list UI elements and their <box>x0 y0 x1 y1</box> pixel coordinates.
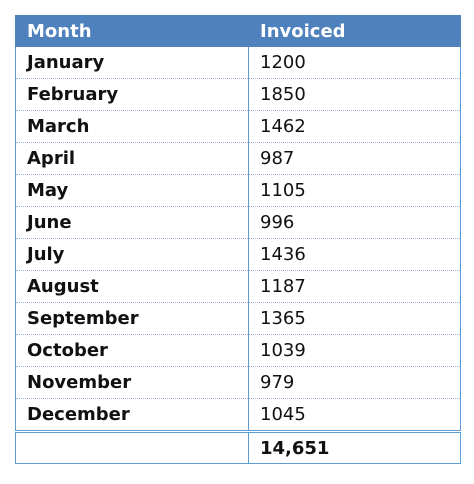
table-row: November 979 <box>15 366 461 399</box>
table-row: February 1850 <box>15 78 461 111</box>
total-label-cell <box>15 431 249 464</box>
month-cell: February <box>15 78 249 111</box>
table-row: June 996 <box>15 206 461 239</box>
table-row: October 1039 <box>15 334 461 367</box>
header-invoiced: Invoiced <box>248 15 461 47</box>
invoiced-cell: 1045 <box>248 398 461 433</box>
invoiced-cell: 979 <box>248 366 461 399</box>
invoiced-cell: 996 <box>248 206 461 239</box>
month-cell: August <box>15 270 249 303</box>
month-cell: March <box>15 110 249 143</box>
month-cell: November <box>15 366 249 399</box>
month-cell: January <box>15 46 249 79</box>
table-row: September 1365 <box>15 302 461 335</box>
month-cell: September <box>15 302 249 335</box>
table-row: January 1200 <box>15 46 461 79</box>
invoiced-cell: 1365 <box>248 302 461 335</box>
table-row: December 1045 <box>15 398 461 433</box>
table-row: August 1187 <box>15 270 461 303</box>
month-cell: April <box>15 142 249 175</box>
invoiced-cell: 1187 <box>248 270 461 303</box>
invoice-table-container: Month Invoiced January 1200 February 185… <box>15 15 461 464</box>
invoiced-cell: 987 <box>248 142 461 175</box>
invoiced-cell: 1850 <box>248 78 461 111</box>
table-row: May 1105 <box>15 174 461 207</box>
invoiced-cell: 1436 <box>248 238 461 271</box>
invoiced-cell: 1200 <box>248 46 461 79</box>
table-row: March 1462 <box>15 110 461 143</box>
month-cell: October <box>15 334 249 367</box>
total-value-cell: 14,651 <box>248 431 461 464</box>
table-header-row: Month Invoiced <box>15 15 461 47</box>
month-cell: December <box>15 398 249 433</box>
table-row: April 987 <box>15 142 461 175</box>
invoiced-cell: 1105 <box>248 174 461 207</box>
invoiced-cell: 1039 <box>248 334 461 367</box>
header-month: Month <box>15 15 249 47</box>
month-cell: May <box>15 174 249 207</box>
month-cell: July <box>15 238 249 271</box>
invoiced-cell: 1462 <box>248 110 461 143</box>
total-row: 14,651 <box>15 431 461 464</box>
month-cell: June <box>15 206 249 239</box>
table-row: July 1436 <box>15 238 461 271</box>
invoice-table: Month Invoiced January 1200 February 185… <box>15 15 461 464</box>
